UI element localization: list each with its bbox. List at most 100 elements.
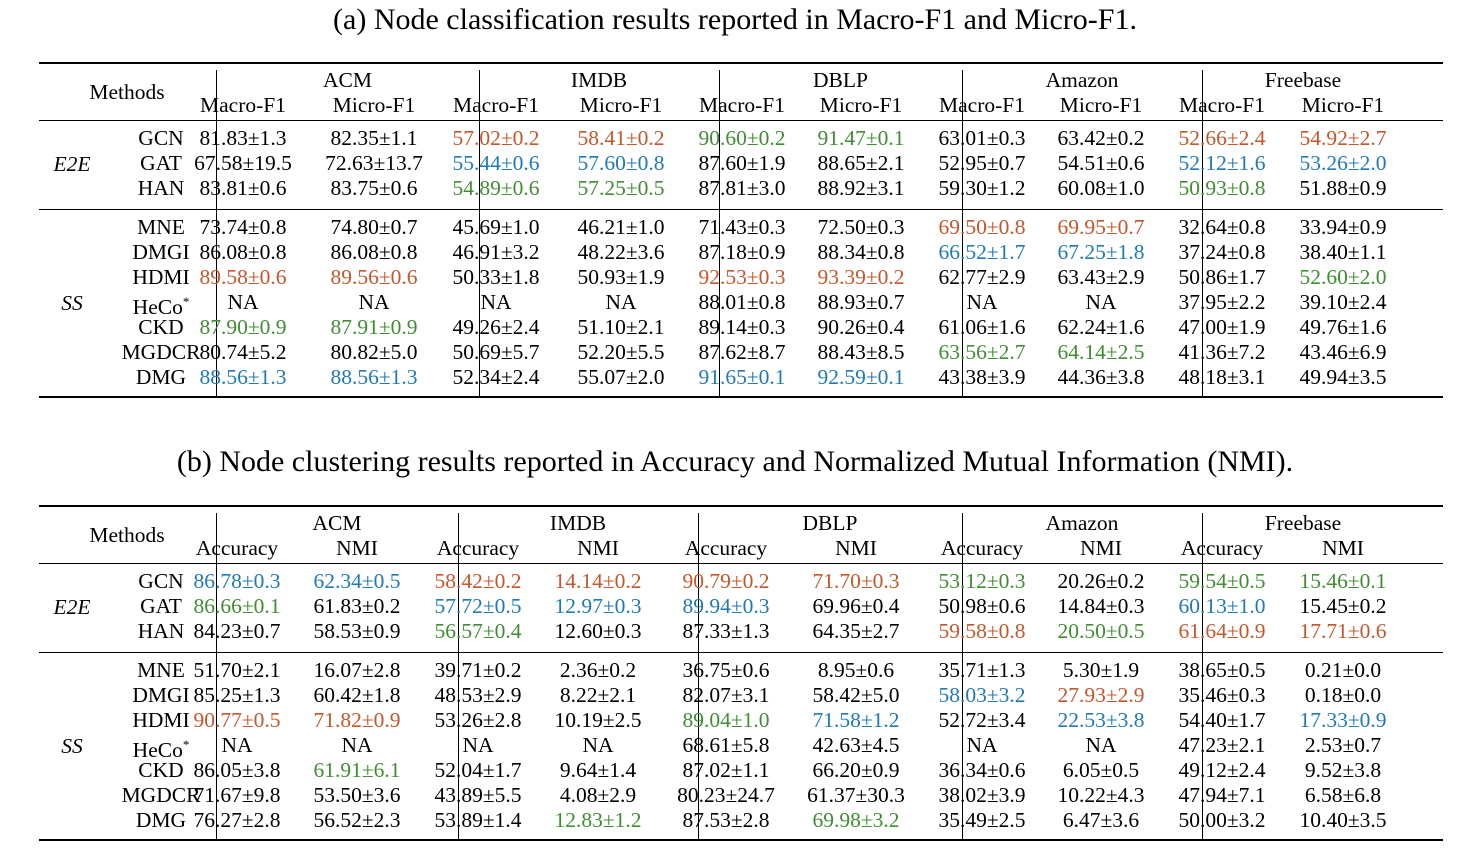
method-name: DMGI [132, 240, 189, 264]
dataset-header: IMDB [549, 511, 607, 535]
value-cell: 43.89±5.5 [434, 783, 522, 807]
value-cell: 17.71±0.6 [1299, 619, 1387, 643]
value-cell: 50.93±0.8 [1178, 176, 1266, 200]
value-cell: 12.97±0.3 [554, 594, 642, 618]
value-cell: 88.92±3.1 [817, 176, 905, 200]
value-cell: 69.96±0.4 [812, 594, 900, 618]
value-cell: 10.40±3.5 [1299, 808, 1387, 832]
metric-header: Accuracy [1180, 536, 1264, 560]
value-cell: 69.98±3.2 [812, 808, 900, 832]
value-cell: 47.00±1.9 [1178, 315, 1266, 339]
value-cell: NA [341, 733, 373, 757]
value-cell: 4.08±2.9 [559, 783, 637, 807]
table-caption: (a) Node classification results reported… [333, 3, 1137, 36]
value-cell: 90.60±0.2 [698, 126, 786, 150]
value-cell: 60.08±1.0 [1057, 176, 1145, 200]
value-cell: 45.69±1.0 [452, 215, 540, 239]
group-label: E2E [53, 151, 91, 176]
method-label: HeCo [132, 295, 183, 320]
column-divider [458, 513, 459, 839]
mid-rule [39, 652, 1443, 653]
dataset-header: DBLP [813, 68, 868, 92]
value-cell: 14.14±0.2 [554, 569, 642, 593]
value-cell: 52.66±2.4 [1178, 126, 1266, 150]
value-cell: 15.46±0.1 [1299, 569, 1387, 593]
value-cell: 88.34±0.8 [817, 240, 905, 264]
dataset-header: ACM [312, 511, 362, 535]
value-cell: 58.03±3.2 [938, 683, 1026, 707]
value-cell: 89.04±1.0 [682, 708, 770, 732]
method-label: GAT [140, 151, 182, 175]
value-cell: 57.02±0.2 [452, 126, 540, 150]
method-superscript: * [182, 294, 190, 309]
value-cell: NA [966, 733, 998, 757]
value-cell: 71.82±0.9 [313, 708, 401, 732]
column-divider [698, 513, 699, 839]
value-cell: 52.34±2.4 [452, 365, 540, 389]
value-cell: 64.14±2.5 [1057, 340, 1145, 364]
value-cell: 59.58±0.8 [938, 619, 1026, 643]
value-cell: 27.93±2.9 [1057, 683, 1145, 707]
value-cell: 87.53±2.8 [682, 808, 770, 832]
value-cell: 61.91±6.1 [313, 758, 401, 782]
column-divider [1202, 70, 1203, 396]
column-divider [719, 70, 720, 396]
value-cell: 53.26±2.0 [1299, 151, 1387, 175]
value-cell: 55.07±2.0 [577, 365, 665, 389]
value-cell: 71.58±1.2 [812, 708, 900, 732]
value-cell: 51.10±2.1 [577, 315, 665, 339]
value-cell: 35.46±0.3 [1178, 683, 1266, 707]
value-cell: 72.50±0.3 [817, 215, 905, 239]
value-cell: 67.58±19.5 [194, 151, 292, 175]
value-cell: 46.21±1.0 [577, 215, 665, 239]
value-cell: 58.53±0.9 [313, 619, 401, 643]
value-cell: 64.35±2.7 [812, 619, 900, 643]
value-cell: NA [221, 733, 253, 757]
method-label: MGDCR [121, 340, 201, 364]
value-cell: 80.74±5.2 [199, 340, 287, 364]
method-name: CKD [138, 758, 183, 782]
value-cell: 71.70±0.3 [812, 569, 900, 593]
method-label: MGDCR [121, 783, 201, 807]
value-cell: 22.53±3.8 [1057, 708, 1145, 732]
value-cell: 61.83±0.2 [313, 594, 401, 618]
value-cell: 92.53±0.3 [698, 265, 786, 289]
value-cell: 73.74±0.8 [199, 215, 287, 239]
value-cell: 41.36±7.2 [1178, 340, 1266, 364]
metric-header: Micro-F1 [1301, 93, 1385, 117]
value-cell: 59.54±0.5 [1178, 569, 1266, 593]
value-cell: 81.83±1.3 [199, 126, 287, 150]
metric-header: Accuracy [436, 536, 520, 560]
metric-header: NMI [336, 536, 378, 560]
value-cell: 90.26±0.4 [817, 315, 905, 339]
mid-rule [39, 209, 1443, 210]
value-cell: 83.75±0.6 [330, 176, 418, 200]
value-cell: 51.70±2.1 [193, 658, 281, 682]
value-cell: 33.94±0.9 [1299, 215, 1387, 239]
value-cell: 61.64±0.9 [1178, 619, 1266, 643]
group-label: E2E [53, 594, 91, 619]
method-label: DMG [135, 365, 187, 389]
value-cell: 67.25±1.8 [1057, 240, 1145, 264]
metric-header: Micro-F1 [332, 93, 416, 117]
value-cell: 5.30±1.9 [1062, 658, 1140, 682]
method-label: GCN [138, 569, 184, 593]
value-cell: 52.20±5.5 [577, 340, 665, 364]
metric-header: Macro-F1 [200, 93, 286, 117]
value-cell: 89.58±0.6 [199, 265, 287, 289]
value-cell: 72.63±13.7 [325, 151, 423, 175]
value-cell: 0.21±0.0 [1304, 658, 1382, 682]
method-label: HDMI [132, 708, 190, 732]
value-cell: 54.89±0.6 [452, 176, 540, 200]
value-cell: 9.52±3.8 [1304, 758, 1382, 782]
value-cell: 52.72±3.4 [938, 708, 1026, 732]
method-name: HAN [138, 176, 185, 200]
value-cell: NA [1085, 733, 1117, 757]
column-divider [479, 70, 480, 396]
metric-header: Micro-F1 [819, 93, 903, 117]
method-name: GAT [140, 151, 182, 175]
value-cell: 80.23±24.7 [677, 783, 775, 807]
value-cell: 39.10±2.4 [1299, 290, 1387, 314]
value-cell: 52.60±2.0 [1299, 265, 1387, 289]
value-cell: 92.59±0.1 [817, 365, 905, 389]
